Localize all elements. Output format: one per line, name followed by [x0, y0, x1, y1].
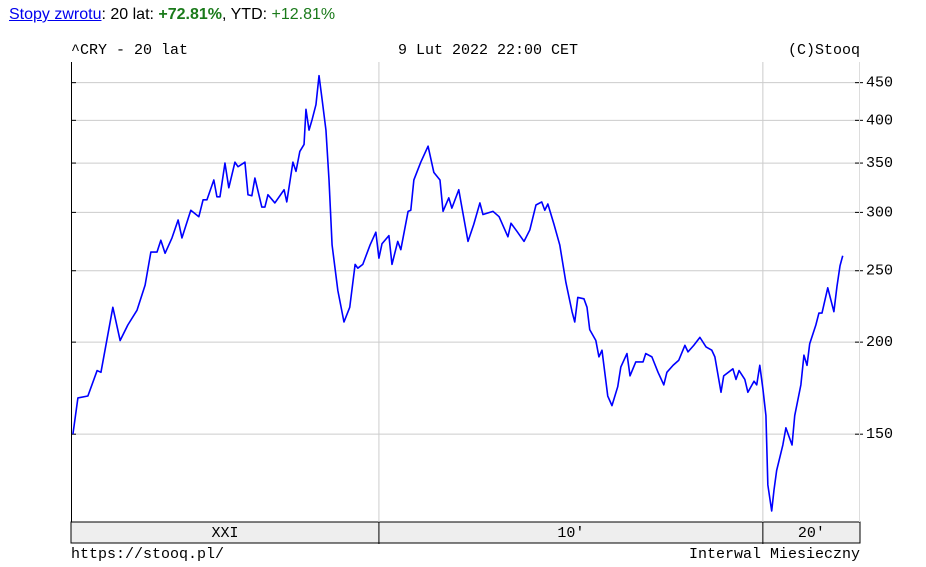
footer-url: https://stooq.pl/ [71, 546, 224, 563]
price-line [72, 74, 844, 512]
ytd-return: +12.81% [271, 6, 336, 23]
period-label: : 20 lat: [101, 6, 159, 23]
x-band-label: 20' [798, 525, 825, 542]
y-tick-label: 150 [866, 426, 893, 443]
chart-title: ^CRY - 20 lat [71, 42, 188, 59]
x-band-label: XXI [211, 525, 238, 542]
ytd-label: , YTD: [222, 6, 272, 23]
returns-link[interactable]: Stopy zwrotu [9, 6, 102, 23]
y-tick-label: 250 [866, 263, 893, 280]
y-tick-label: 300 [866, 204, 893, 221]
plot-area [71, 62, 860, 522]
footer-interval: Interwal Miesieczny [689, 546, 860, 563]
chart-date: 9 Lut 2022 22:00 CET [398, 42, 578, 59]
total-return: +72.81% [158, 6, 223, 23]
returns-header: Stopy zwrotu: 20 lat: +72.81%, YTD: +12.… [9, 6, 335, 24]
y-tick-label: 350 [866, 155, 893, 172]
x-band-label: 10' [557, 525, 584, 542]
chart-source: (C)Stooq [788, 42, 860, 59]
x-band [70, 521, 861, 544]
y-tick-label: 400 [866, 112, 893, 129]
y-tick-label: 200 [866, 334, 893, 351]
y-tick-label: 450 [866, 75, 893, 92]
